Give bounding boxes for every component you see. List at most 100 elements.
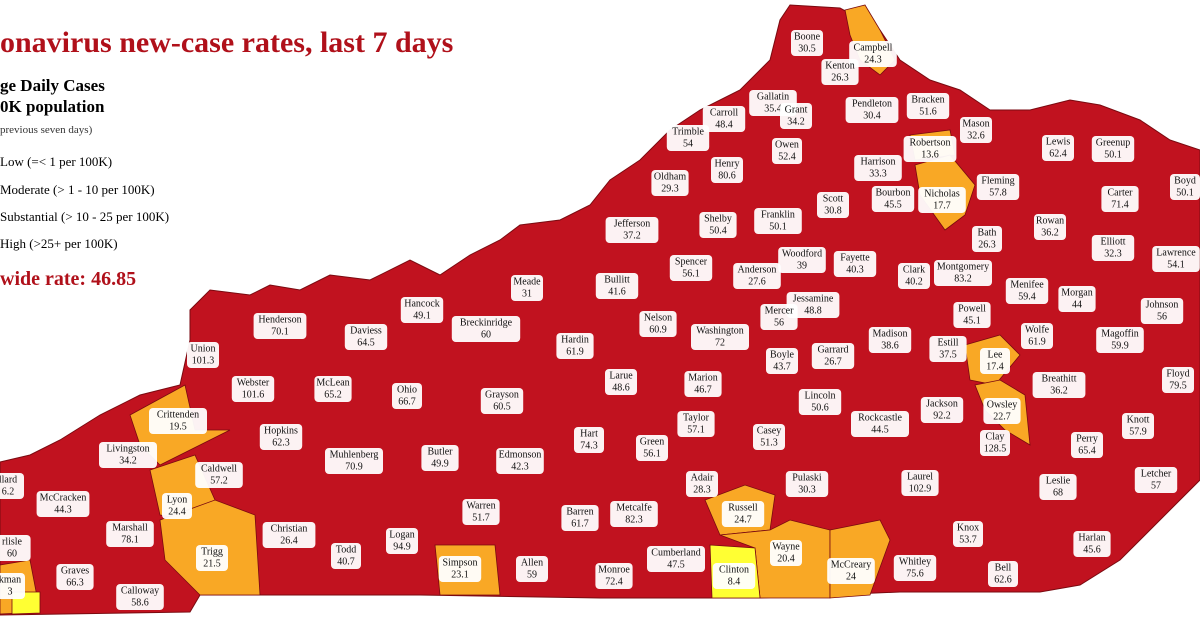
label-box: [980, 348, 1010, 374]
county-value: 60.9: [649, 324, 667, 335]
label-box: [438, 556, 482, 582]
label-box: [821, 59, 859, 85]
label-box: [920, 397, 964, 423]
label-box: [1091, 235, 1135, 261]
label-box: [868, 327, 912, 353]
label-box: [849, 41, 897, 67]
county-name: Fleming: [981, 175, 1014, 186]
label-box: [1039, 474, 1077, 500]
county-value: 24.3: [864, 54, 882, 65]
county-value: 37.2: [623, 230, 641, 241]
label-box: [331, 543, 361, 569]
county-name: Grant: [785, 104, 808, 115]
county-name: Grayson: [485, 389, 519, 400]
county-value: 54.1: [1167, 259, 1185, 270]
county-value: 45.6: [1083, 544, 1101, 555]
county-name: Spencer: [675, 256, 708, 267]
county-value: 31: [522, 288, 532, 299]
county-name: Russell: [728, 502, 758, 513]
county-value: 51.3: [760, 437, 778, 448]
county-name: Barren: [566, 506, 593, 517]
county-value: 54: [683, 138, 693, 149]
label-box: [929, 336, 967, 362]
label-box: [511, 275, 543, 301]
label-box: [610, 501, 658, 527]
county-value: 74.3: [580, 440, 598, 451]
label-box: [988, 561, 1018, 587]
label-box: [711, 157, 743, 183]
county-name: Lawrence: [1156, 247, 1196, 258]
label-box: [451, 316, 521, 342]
label-box: [772, 138, 802, 164]
county-name: Bracken: [911, 94, 944, 105]
label-box: [595, 273, 639, 299]
county-value: 60.5: [493, 401, 511, 412]
county-name: Allen: [521, 557, 543, 568]
county-value: 94.9: [393, 541, 411, 552]
label-box: [972, 226, 1002, 252]
county-name: Harrison: [861, 156, 896, 167]
label-box: [262, 522, 316, 548]
label-box: [721, 501, 765, 527]
county-name: Perry: [1076, 433, 1098, 444]
county-value: 45.1: [963, 315, 981, 326]
county-name: Gallatin: [757, 91, 789, 102]
county-name: Greenup: [1096, 137, 1130, 148]
label-box: [817, 192, 849, 218]
county-value: 70.1: [271, 326, 289, 337]
label-box: [196, 545, 228, 571]
county-value: 59.9: [1111, 340, 1129, 351]
county-value: 44.3: [54, 504, 72, 515]
county-name: Hopkins: [264, 425, 298, 436]
label-box: [702, 106, 746, 132]
county-value: 62.4: [1049, 148, 1067, 159]
county-value: 36.2: [1041, 227, 1059, 238]
legend-note: previous seven days): [0, 124, 93, 136]
county-name: Taylor: [683, 412, 710, 423]
county-name: Clinton: [719, 564, 749, 575]
county-name: rlisle: [2, 536, 23, 547]
county-value: 75.6: [906, 568, 924, 579]
county-name: Shelby: [704, 213, 732, 224]
county-name: Webster: [237, 377, 270, 388]
label-box: [753, 424, 785, 450]
county-value: 53.7: [959, 534, 977, 545]
county-name: Jefferson: [614, 218, 650, 229]
county-name: Montgomery: [937, 261, 989, 272]
county-value: 61.9: [1028, 336, 1046, 347]
county-name: Carter: [1108, 187, 1134, 198]
label-box: [195, 462, 243, 488]
county-value: 51.7: [472, 512, 490, 523]
county-value: 52.4: [778, 151, 796, 162]
label-box: [1152, 246, 1200, 272]
county-name: Morgan: [1061, 287, 1092, 298]
county-value: 61.7: [571, 518, 589, 529]
label-box: [0, 535, 31, 561]
label-box: [116, 584, 164, 610]
